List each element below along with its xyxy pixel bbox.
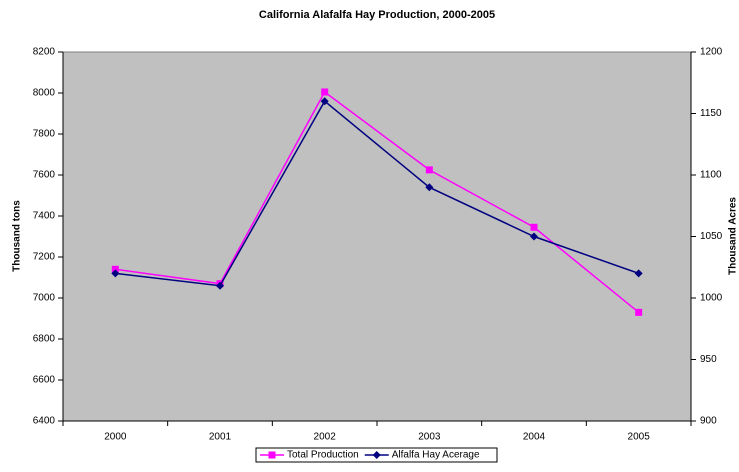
y-tick-label: 7000 xyxy=(33,293,56,304)
marker xyxy=(321,88,329,96)
y-tick-label: 7600 xyxy=(33,170,56,181)
x-tick-label: 2002 xyxy=(314,432,337,443)
marker xyxy=(634,269,643,278)
y2-tick-label: 1100 xyxy=(700,170,722,181)
x-tick-label: 2003 xyxy=(418,432,441,443)
marker xyxy=(111,269,120,278)
y2-tick-label: 900 xyxy=(700,416,717,427)
y2-tick-label: 1150 xyxy=(700,108,722,119)
y-tick-label: 6800 xyxy=(33,334,56,345)
chart-title: California Alafalfa Hay Production, 2000… xyxy=(259,9,495,21)
y-tick-label: 7200 xyxy=(33,252,56,263)
marker xyxy=(216,281,224,290)
x-tick-label: 2005 xyxy=(628,432,651,443)
y-tick-label: 7400 xyxy=(33,211,56,222)
line xyxy=(115,90,640,313)
y2-tick-label: 1000 xyxy=(700,293,723,304)
plot-area xyxy=(62,51,692,422)
x-tick-label: 2004 xyxy=(523,432,546,443)
marker xyxy=(268,451,276,459)
y2-axis-title: Thousand Acres xyxy=(728,197,739,275)
x-tick-label: 2000 xyxy=(104,432,127,443)
y-tick-label: 6400 xyxy=(33,416,56,427)
marker xyxy=(425,166,433,174)
legend-label: Alfalfa Hay Acerage xyxy=(392,450,480,461)
marker xyxy=(530,223,538,231)
marker xyxy=(635,308,643,316)
y-tick-label: 7800 xyxy=(33,129,56,140)
marker xyxy=(530,232,538,241)
y-tick-label: 8000 xyxy=(33,88,56,99)
y2-tick-label: 1200 xyxy=(700,47,723,58)
y-axis-title: Thousand tons xyxy=(12,200,23,272)
y-tick-label: 6600 xyxy=(33,375,56,386)
y-tick-label: 8200 xyxy=(33,47,56,58)
marker xyxy=(372,451,381,459)
marker xyxy=(111,265,119,273)
x-tick-label: 2001 xyxy=(209,432,232,443)
marker xyxy=(425,183,434,192)
line xyxy=(115,100,639,287)
legend-label: Total Production xyxy=(287,450,359,461)
marker xyxy=(320,97,329,106)
y2-tick-label: 950 xyxy=(700,354,717,365)
y2-tick-label: 1050 xyxy=(700,231,723,242)
